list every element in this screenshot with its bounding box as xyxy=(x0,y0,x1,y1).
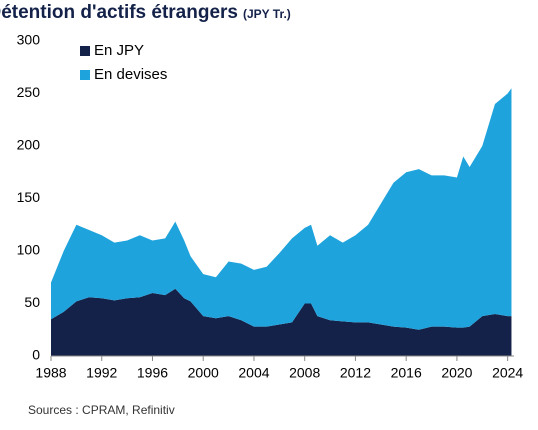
chart-subtitle: (JPY Tr.) xyxy=(243,7,291,21)
source-note: Sources : CPRAM, Refinitiv xyxy=(28,403,175,417)
legend-swatch xyxy=(80,70,90,80)
x-tick-label: 1992 xyxy=(86,365,117,381)
y-tick-label: 300 xyxy=(17,32,41,48)
x-tick-label: 1996 xyxy=(137,365,168,381)
legend-label: En devises xyxy=(94,66,167,83)
y-tick-label: 100 xyxy=(17,242,41,258)
y-tick-label: 250 xyxy=(17,84,41,100)
chart-title: Japan - Détention d'actifs étrangers xyxy=(0,2,238,23)
y-tick-label: 50 xyxy=(24,294,40,310)
area xyxy=(51,88,512,330)
x-tick-label: 2024 xyxy=(492,365,523,381)
y-tick-label: 0 xyxy=(32,347,40,363)
x-tick-label: 1988 xyxy=(35,365,66,381)
legend-swatch xyxy=(80,46,90,56)
y-tick-label: 200 xyxy=(17,137,41,153)
x-tick-label: 2016 xyxy=(391,365,422,381)
legend-label: En JPY xyxy=(94,42,144,59)
x-tick-label: 2004 xyxy=(238,365,269,381)
area xyxy=(51,288,512,356)
x-tick-label: 2012 xyxy=(340,365,371,381)
x-tick-label: 2008 xyxy=(289,365,320,381)
y-tick-label: 150 xyxy=(17,189,41,205)
x-tick-label: 2000 xyxy=(188,365,219,381)
x-tick-label: 2020 xyxy=(441,365,472,381)
